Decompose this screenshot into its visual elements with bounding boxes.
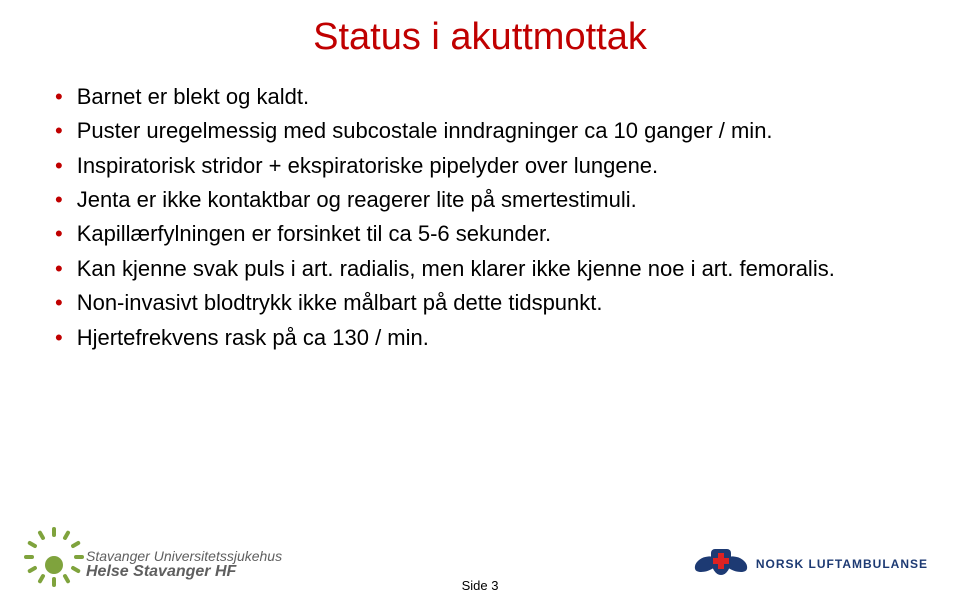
bullet-text: Kapillærfylningen er forsinket til ca 5-… (77, 219, 885, 249)
bullet-icon: • (55, 323, 63, 353)
bullet-icon: • (55, 116, 63, 146)
logo-left-line1: Stavanger Universitetssjukehus (86, 549, 282, 564)
bullet-list: • Barnet er blekt og kaldt. • Puster urege… (55, 82, 885, 357)
bullet-text: Non-invasivt blodtrykk ikke målbart på d… (77, 288, 885, 318)
list-item: • Non-invasivt blodtrykk ikke målbart på … (55, 288, 885, 318)
bullet-icon: • (55, 151, 63, 181)
list-item: • Hjertefrekvens rask på ca 130 / min. (55, 323, 885, 353)
bullet-icon: • (55, 254, 63, 284)
list-item: • Puster uregelmessig med subcostale innd… (55, 116, 885, 146)
list-item: • Jenta er ikke kontaktbar og reagerer li… (55, 185, 885, 215)
bullet-icon: • (55, 219, 63, 249)
bullet-icon: • (55, 82, 63, 112)
bullet-text: Puster uregelmessig med subcostale inndr… (77, 116, 885, 146)
list-item: • Kan kjenne svak puls i art. radialis, m… (55, 254, 885, 284)
logo-luftambulanse: NORSK LUFTAMBULANSE (696, 539, 928, 589)
bullet-text: Hjertefrekvens rask på ca 130 / min. (77, 323, 885, 353)
list-item: • Barnet er blekt og kaldt. (55, 82, 885, 112)
logo-right-text: NORSK LUFTAMBULANSE (756, 557, 928, 571)
list-item: • Inspiratorisk stridor + ekspiratoriske … (55, 151, 885, 181)
logo-left-text: Stavanger Universitetssjukehus Helse Sta… (86, 549, 282, 580)
list-item: • Kapillærfylningen er forsinket til ca 5… (55, 219, 885, 249)
bullet-icon: • (55, 185, 63, 215)
bullet-text: Barnet er blekt og kaldt. (77, 82, 885, 112)
shield-wings-icon (696, 539, 746, 589)
bullet-icon: • (55, 288, 63, 318)
slide: Status i akuttmottak • Barnet er blekt og… (0, 0, 960, 605)
bullet-text: Jenta er ikke kontaktbar og reagerer lit… (77, 185, 885, 215)
bullet-text: Kan kjenne svak puls i art. radialis, me… (77, 254, 885, 284)
slide-title: Status i akuttmottak (0, 16, 960, 59)
bullet-text: Inspiratorisk stridor + ekspiratoriske p… (77, 151, 885, 181)
